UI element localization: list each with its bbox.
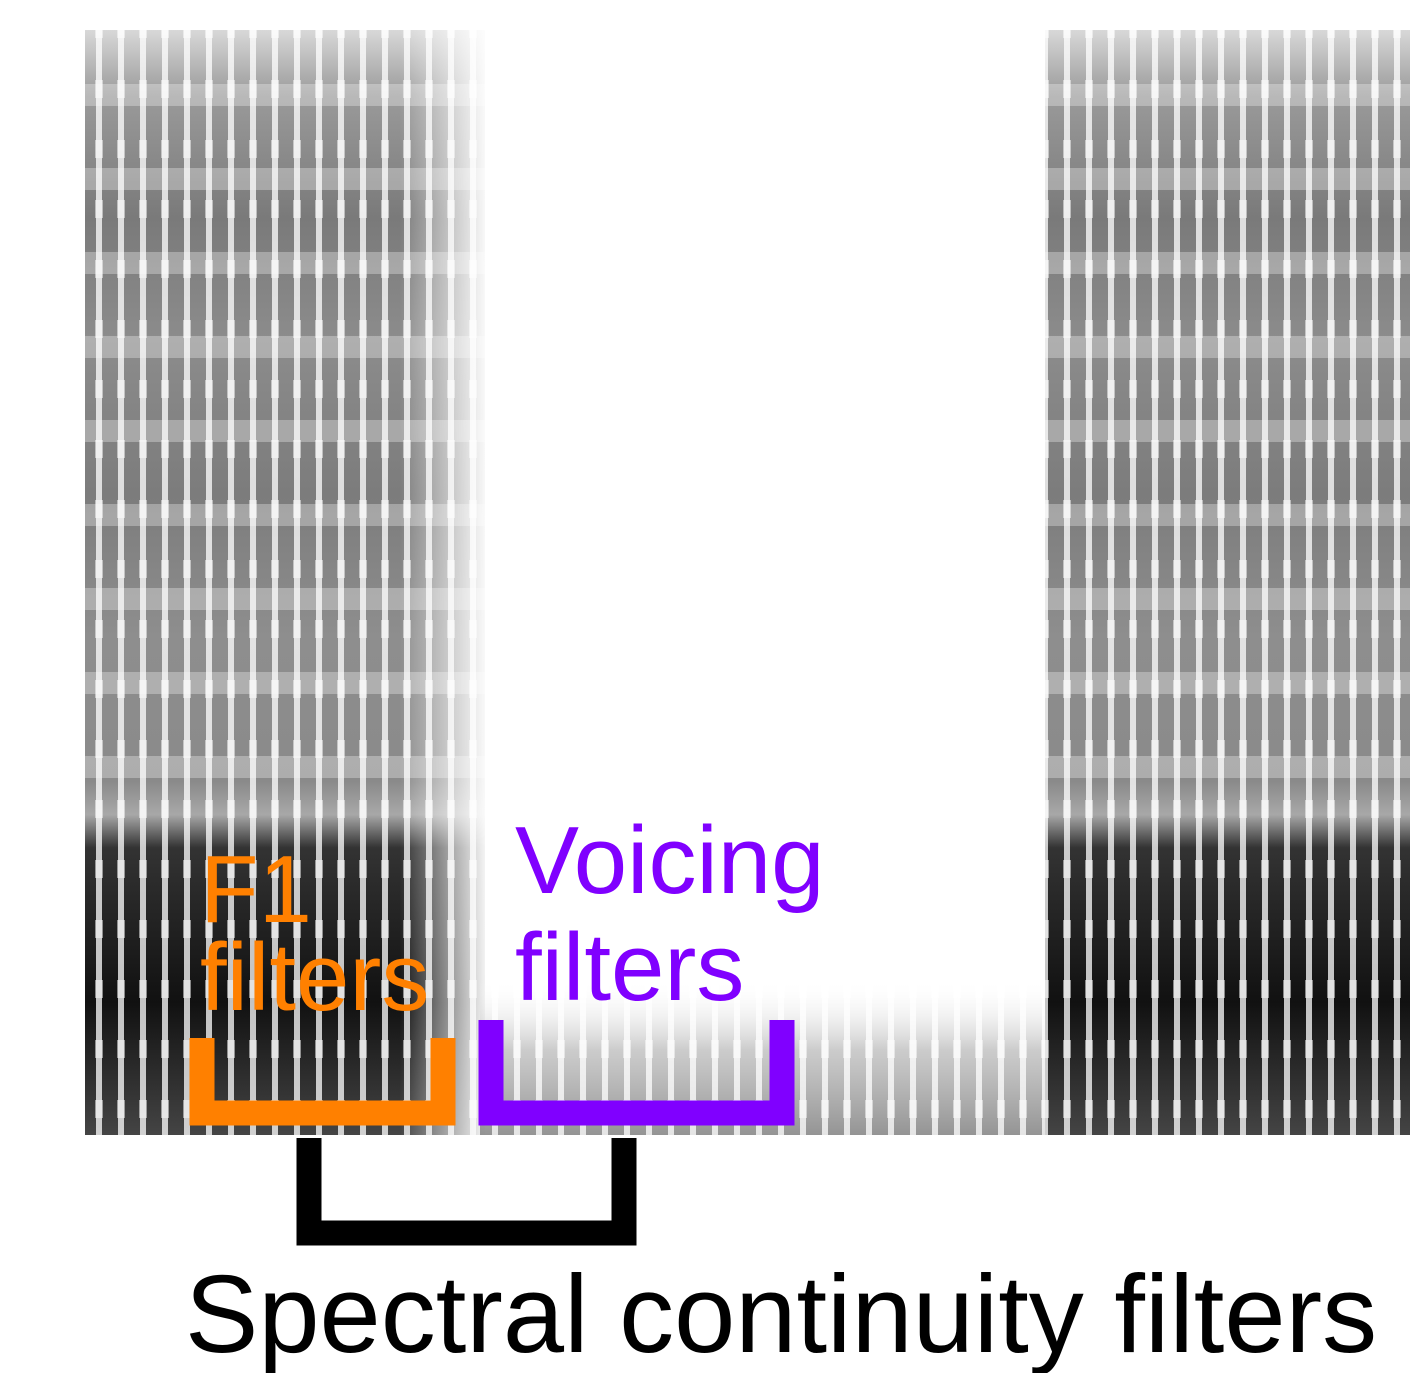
spectral-bracket (309, 1138, 624, 1233)
f1-label: filters (200, 924, 429, 1031)
spectral-label: Spectral continuity filters (185, 1253, 1377, 1373)
page: F1 filters Voicing filters Spectral cont… (0, 0, 1410, 1373)
voicing-label: filters (515, 914, 744, 1021)
figure: F1 filters Voicing filters Spectral cont… (0, 0, 1410, 1373)
voicing-label: Voicing (515, 807, 825, 914)
